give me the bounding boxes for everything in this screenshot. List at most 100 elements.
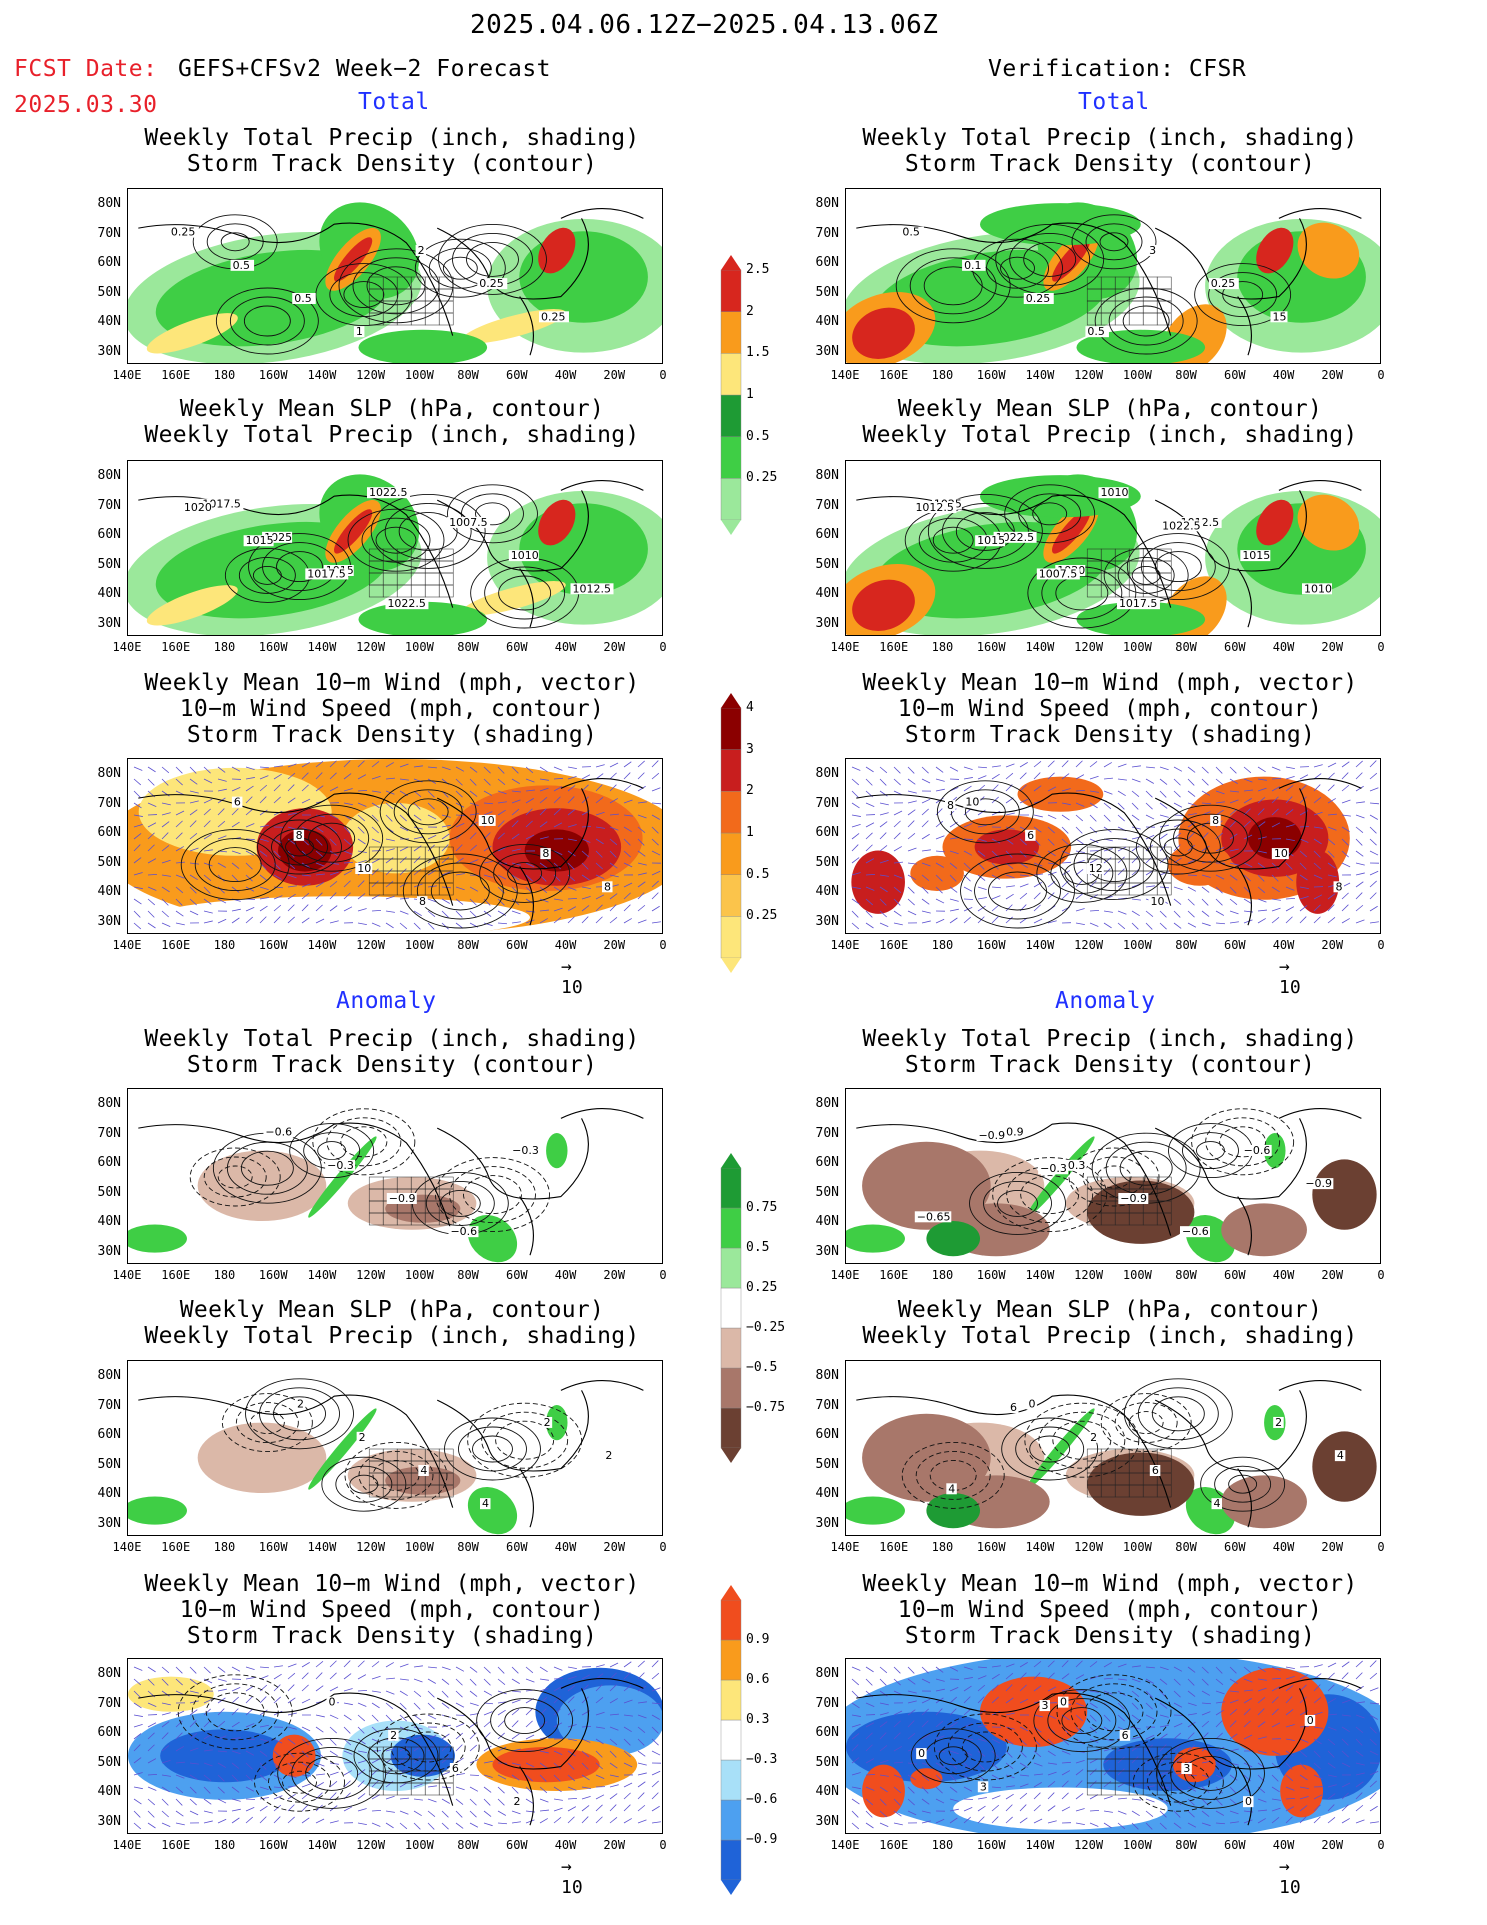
wind-vector [133,1810,141,1818]
wind-vector [1019,1684,1027,1692]
wind-vector [907,1709,916,1716]
contour-line [1036,843,1128,903]
wind-vector [1243,1734,1253,1740]
colorbar-end [721,1585,741,1600]
wind-vector [175,820,183,828]
wind-vector [133,898,142,905]
wind-vector [427,1810,436,1818]
wind-vector [1313,1697,1322,1704]
wind-vector [1257,1798,1267,1803]
wind-vector [851,1714,861,1717]
contour-line [257,819,342,875]
wind-vector [161,1712,171,1716]
wind-vector [497,1690,507,1695]
wind-vector [287,1738,296,1745]
wind-vector [469,1721,478,1728]
wind-vector [553,1798,563,1801]
wind-vector [1187,766,1196,773]
lon-tick-label: 120W [356,368,386,382]
wind-vector [1355,862,1365,866]
wind-vector [1369,814,1378,820]
svg-text:1010: 1010 [511,549,539,562]
wind-vector [1341,1792,1349,1800]
wind-vector [935,898,945,904]
wind-vector [991,796,999,804]
wind-vector [1229,1733,1238,1740]
wind-vector [595,1711,605,1716]
wind-vector [1061,870,1071,876]
wind-vector [1019,1726,1029,1732]
wind-vector [245,1666,255,1671]
wind-vector [133,1744,141,1752]
svg-text:0: 0 [1307,1714,1314,1727]
wind-vector [245,785,254,792]
lat-tick-label: 30N [815,913,839,929]
wind-vector [539,1666,548,1673]
lon-tick-label: 80W [1175,368,1197,382]
wind-vector [1257,898,1267,903]
wind-vector [865,1678,873,1686]
panel-title-line: Weekly Mean SLP (hPa, contour) [897,1297,1323,1323]
colorbar-label: 0.25 [746,908,778,924]
wind-vector [427,856,435,864]
contour-line [475,502,510,526]
coastline [138,480,644,628]
shading-region [1076,601,1206,635]
wind-vector [623,862,633,868]
wind-vector [427,1798,437,1803]
wind-vector [1215,1786,1223,1794]
wind-vector [1271,1686,1281,1692]
lon-tick-label: 40W [554,1268,577,1282]
wind-vector [1299,916,1307,924]
wind-vector [1033,1750,1042,1758]
wind-vector [203,920,213,924]
wind-vector [539,1809,549,1812]
wind-vector [1019,883,1029,888]
wind-vector [595,1774,605,1780]
svg-text:2: 2 [390,1729,397,1742]
wind-vector [357,1780,365,1788]
wind-vector [1341,1684,1350,1692]
wind-vector [963,1696,971,1704]
wind-vector [133,844,141,852]
wind-vector [1327,813,1337,816]
wind-vector [851,898,860,905]
lon-tick-label: 0 [1377,938,1385,952]
wind-vector [301,1804,309,1812]
lon-tick-label: 160E [879,368,909,382]
wind-vector [651,814,660,820]
wind-vector [259,1666,270,1669]
wind-vector [427,1678,436,1684]
wind-vector [1341,814,1351,817]
wind-vector [441,856,450,864]
wind-vector [851,886,861,890]
wind-vector [1299,1796,1309,1800]
wind-vector [1257,1721,1266,1728]
lon-tick-label: 120W [1074,1838,1104,1852]
wind-vector [329,1660,337,1668]
wind-vector [1215,1746,1225,1752]
wind-vector [427,1690,435,1698]
shading-region [1256,499,1294,546]
wind-vector [567,850,576,857]
svg-text:4: 4 [1337,1449,1344,1462]
lon-tick-label: 0 [1377,1540,1385,1554]
wind-vector [343,760,351,768]
shading-region [1280,1764,1324,1818]
wind-vector [609,904,617,912]
wind-vector [1313,764,1323,768]
wind-vector [1243,789,1253,792]
lat-tick-label: 60N [97,825,121,840]
wind-vector [287,885,297,888]
wind-vector [991,1684,999,1692]
wind-vector [1229,1720,1237,1728]
contour-label: 2 [511,1795,523,1808]
wind-vector [567,1709,576,1716]
wind-vector [1061,814,1070,821]
wind-vector [1355,1792,1363,1800]
wind-vector [609,1762,618,1769]
contour-line [221,1393,313,1453]
svg-text:2: 2 [605,1449,612,1462]
wind-vector [455,823,465,828]
wind-vector [567,1685,576,1692]
